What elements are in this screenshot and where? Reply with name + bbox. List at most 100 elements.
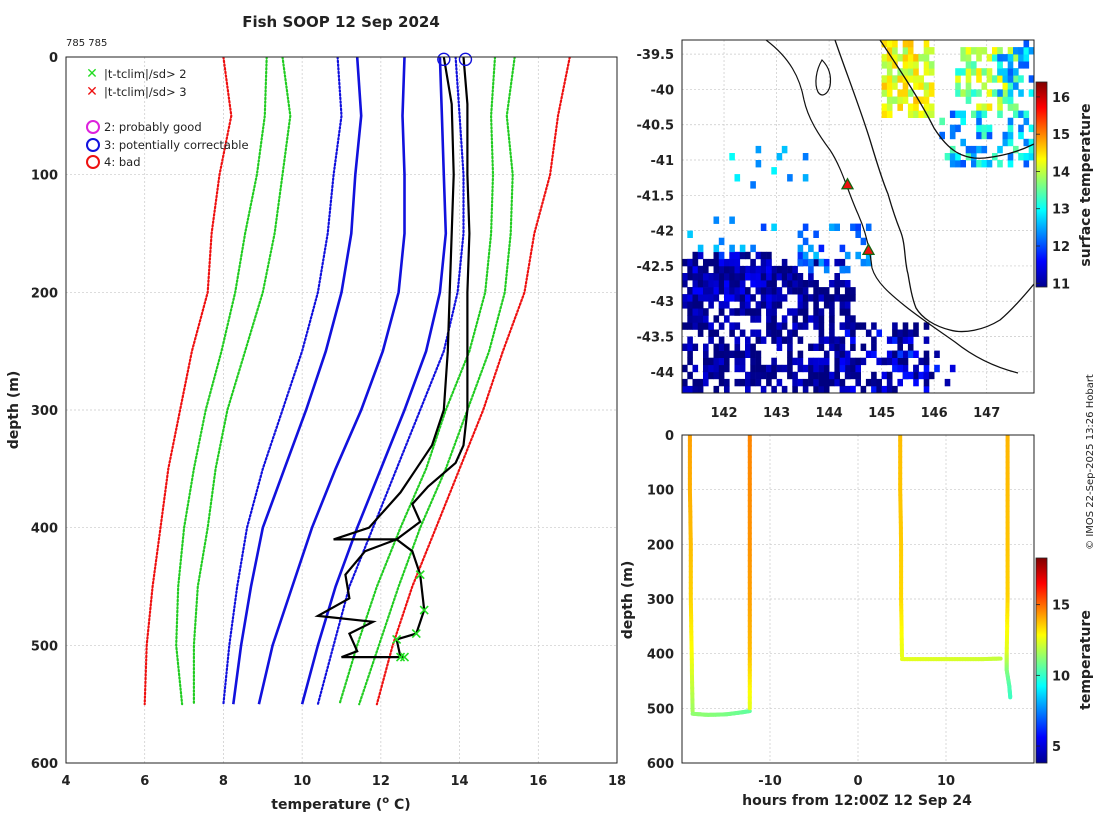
- sst-cell: [703, 364, 709, 373]
- sst-cell: [797, 336, 804, 344]
- sst-cell: [724, 315, 730, 323]
- sst-cell: [792, 329, 798, 337]
- sst-cell: [813, 230, 819, 238]
- sst-cell: [755, 364, 762, 373]
- sst-cell: [729, 308, 735, 316]
- sst-cell: [682, 273, 688, 281]
- sst-cell: [708, 258, 714, 267]
- sst-cell: [797, 378, 804, 387]
- sst-cell: [703, 315, 709, 323]
- sst-cell: [839, 378, 846, 387]
- sst-cell: [787, 371, 793, 380]
- sst-cell: [839, 265, 846, 274]
- legend-label-1: |t-tclim|/sd> 2: [104, 67, 187, 81]
- sst-cell: [850, 223, 856, 231]
- sst-cell: [750, 258, 756, 267]
- sst-cell: [928, 82, 935, 90]
- sst-cell: [913, 329, 919, 337]
- sst-cell: [750, 308, 756, 316]
- sst-cell: [1028, 153, 1034, 161]
- sst-cell: [976, 68, 982, 76]
- sst-cell: [797, 280, 804, 288]
- sst-cell: [892, 47, 898, 55]
- sst-cell: [902, 371, 909, 380]
- sst-cell: [771, 265, 777, 274]
- sst-cell: [965, 89, 972, 97]
- sst-cell: [844, 385, 851, 393]
- sst-cell: [850, 315, 856, 323]
- map-x-tick-label: 144: [816, 406, 843, 421]
- sst-cell: [823, 357, 830, 366]
- sst-cell: [860, 357, 867, 366]
- sst-cell: [781, 315, 788, 323]
- map-x-tick-label: 145: [868, 406, 895, 421]
- sst-cell: [697, 280, 704, 288]
- sst-cell: [718, 308, 725, 316]
- sst-cell: [766, 329, 772, 337]
- sst-cell: [766, 251, 772, 260]
- section-colorbar-label: temperature: [1078, 610, 1094, 710]
- sst-cell: [1007, 89, 1014, 97]
- sst-cell: [802, 174, 809, 182]
- sst-cell: [697, 265, 704, 274]
- sst-cell: [902, 40, 909, 48]
- profile-id-label: 785 785: [66, 38, 107, 49]
- sst-cell: [1002, 131, 1009, 140]
- sst-cell: [913, 61, 919, 69]
- sst-cell: [829, 371, 835, 380]
- sst-cell: [718, 350, 725, 358]
- sst-cell: [808, 294, 814, 302]
- map-frame: [681, 39, 1035, 394]
- sst-cell: [971, 61, 977, 69]
- sst-cell: [813, 322, 819, 330]
- sst-cell: [923, 357, 930, 366]
- sst-cell: [1028, 75, 1034, 83]
- sst-cell: [1023, 160, 1030, 168]
- map-colorbar-tick-label: 15: [1052, 128, 1070, 143]
- sst-cell: [997, 68, 1003, 76]
- sst-cell: [865, 350, 872, 358]
- sst-cell: [860, 237, 867, 246]
- sst-cell: [865, 258, 872, 267]
- sst-cell: [813, 364, 819, 373]
- sst-cell: [792, 385, 798, 393]
- map-y-tick-label: -43.5: [637, 331, 674, 346]
- section-y-tick-label: 400: [647, 648, 674, 663]
- sst-cell: [724, 364, 730, 373]
- sst-cell: [713, 343, 720, 351]
- section-y-axis-label: depth (m): [620, 561, 636, 639]
- sst-cell: [913, 82, 919, 90]
- sst-cell: [886, 82, 893, 90]
- sst-cell: [760, 385, 767, 393]
- sst-cell: [797, 251, 804, 260]
- sst-cell: [844, 357, 851, 366]
- sst-cell: [750, 364, 756, 373]
- sst-cell: [965, 61, 972, 69]
- sst-cell: [886, 336, 893, 344]
- sst-cell: [960, 68, 966, 76]
- sst-cell: [766, 280, 772, 288]
- sst-cell: [745, 378, 751, 387]
- sst-cell: [986, 124, 993, 133]
- sst-cell: [923, 378, 930, 387]
- sst-cell: [739, 287, 746, 295]
- sst-cell: [1007, 103, 1014, 111]
- sst-cell: [892, 96, 898, 104]
- sst-cell: [997, 96, 1003, 104]
- sst-cell: [739, 350, 746, 358]
- sst-cell: [792, 378, 798, 387]
- sst-cell: [692, 308, 699, 316]
- qc-flag-x-marker: [392, 634, 402, 645]
- northeast-coast: [879, 40, 1034, 159]
- sst-cell: [818, 371, 825, 380]
- sst-cell: [850, 294, 856, 302]
- sst-cell: [986, 75, 993, 83]
- sst-cell: [718, 378, 725, 387]
- sst-cell: [892, 336, 898, 344]
- sst-cell: [892, 40, 898, 48]
- sst-cell: [745, 308, 751, 316]
- map-y-tick-label: -39.5: [637, 48, 674, 63]
- map-y-tick-label: -43: [651, 295, 675, 310]
- sst-cell: [781, 280, 788, 288]
- sst-cell: [682, 280, 688, 288]
